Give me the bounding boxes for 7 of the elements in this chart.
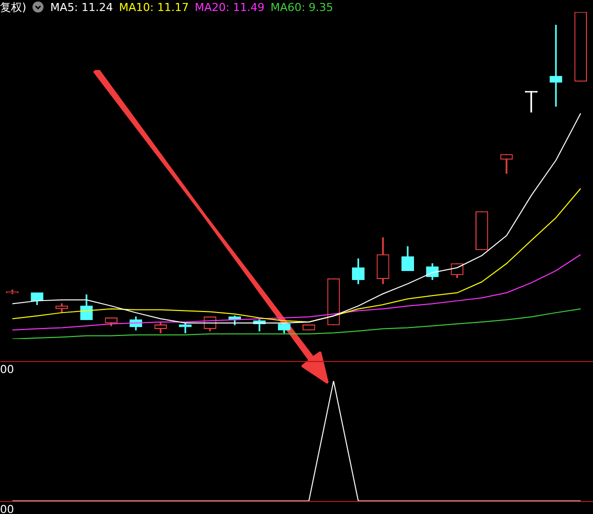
annotation: 复权) xyxy=(0,0,26,14)
text: 00 xyxy=(0,363,14,376)
text: MA20: 11.49 xyxy=(194,0,264,14)
text: MA10: 11.17 xyxy=(119,0,189,14)
text: 00 xyxy=(0,503,14,514)
text: MA60: 9.35 xyxy=(270,0,334,14)
text: MA5: 11.24 xyxy=(50,0,114,14)
